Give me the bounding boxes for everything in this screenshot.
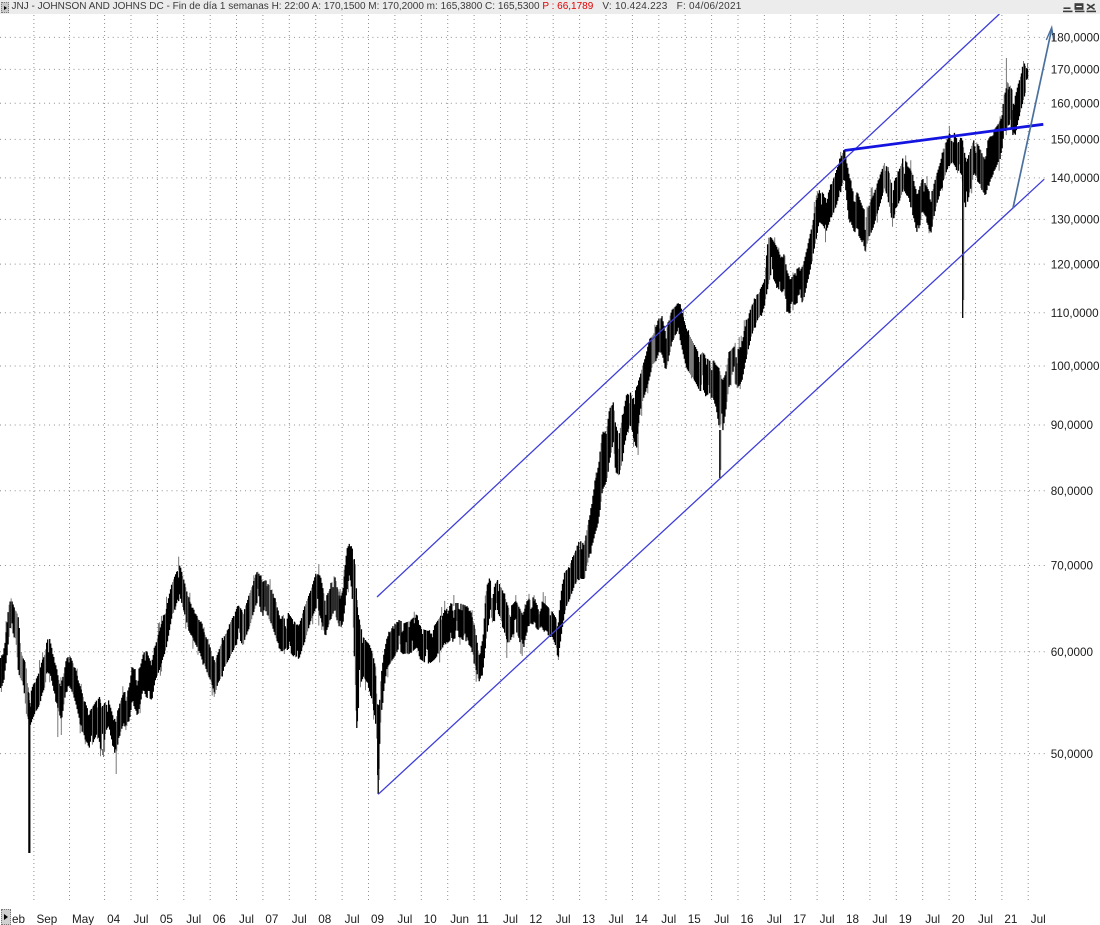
svg-text:Jul: Jul — [345, 913, 360, 925]
svg-text:140,0000: 140,0000 — [1051, 172, 1100, 185]
svg-text:15: 15 — [688, 913, 702, 925]
svg-text:50,0000: 50,0000 — [1051, 748, 1094, 761]
svg-text:18: 18 — [846, 913, 859, 925]
svg-text:16: 16 — [741, 913, 754, 925]
svg-text:eb: eb — [12, 913, 26, 925]
svg-text:120,0000: 120,0000 — [1051, 258, 1100, 271]
svg-text:170,0000: 170,0000 — [1051, 64, 1100, 77]
svg-text:Jul: Jul — [1031, 913, 1046, 925]
svg-text:Jul: Jul — [767, 913, 782, 925]
svg-text:Jun: Jun — [450, 913, 469, 925]
svg-text:04: 04 — [107, 913, 121, 925]
svg-text:Jul: Jul — [661, 913, 676, 925]
svg-text:13: 13 — [582, 913, 595, 925]
svg-text:20: 20 — [952, 913, 966, 925]
svg-text:Jul: Jul — [872, 913, 887, 925]
svg-text:06: 06 — [213, 913, 226, 925]
svg-text:05: 05 — [160, 913, 174, 925]
svg-text:12: 12 — [529, 913, 542, 925]
svg-text:100,0000: 100,0000 — [1051, 360, 1100, 373]
svg-text:160,0000: 160,0000 — [1051, 98, 1100, 111]
svg-text:Jul: Jul — [134, 913, 149, 925]
svg-text:08: 08 — [318, 913, 331, 925]
svg-text:Jul: Jul — [503, 913, 518, 925]
svg-text:09: 09 — [371, 913, 384, 925]
svg-text:17: 17 — [793, 913, 806, 925]
svg-text:Jul: Jul — [925, 913, 940, 925]
svg-text:Jul: Jul — [714, 913, 729, 925]
svg-text:Sep: Sep — [37, 913, 58, 925]
svg-text:110,0000: 110,0000 — [1051, 307, 1099, 320]
svg-text:Jul: Jul — [397, 913, 412, 925]
svg-text:Jul: Jul — [292, 913, 307, 925]
svg-text:150,0000: 150,0000 — [1051, 134, 1100, 147]
svg-text:14: 14 — [635, 913, 649, 925]
svg-text:130,0000: 130,0000 — [1051, 214, 1100, 227]
svg-text:70,0000: 70,0000 — [1051, 560, 1094, 573]
svg-text:11: 11 — [477, 913, 489, 925]
svg-text:21: 21 — [1004, 913, 1017, 925]
svg-text:May: May — [72, 913, 94, 925]
svg-text:10: 10 — [424, 913, 438, 925]
svg-text:60,0000: 60,0000 — [1051, 646, 1094, 659]
svg-text:Jul: Jul — [239, 913, 254, 925]
svg-text:Jul: Jul — [186, 913, 201, 925]
svg-text:Jul: Jul — [978, 913, 993, 925]
svg-text:07: 07 — [265, 913, 278, 925]
svg-text:Jul: Jul — [820, 913, 835, 925]
svg-text:90,0000: 90,0000 — [1051, 419, 1094, 432]
svg-text:19: 19 — [899, 913, 912, 925]
svg-text:80,0000: 80,0000 — [1051, 485, 1094, 498]
svg-text:Jul: Jul — [556, 913, 571, 925]
svg-text:180,0000: 180,0000 — [1051, 32, 1100, 45]
svg-text:Jul: Jul — [609, 913, 624, 925]
